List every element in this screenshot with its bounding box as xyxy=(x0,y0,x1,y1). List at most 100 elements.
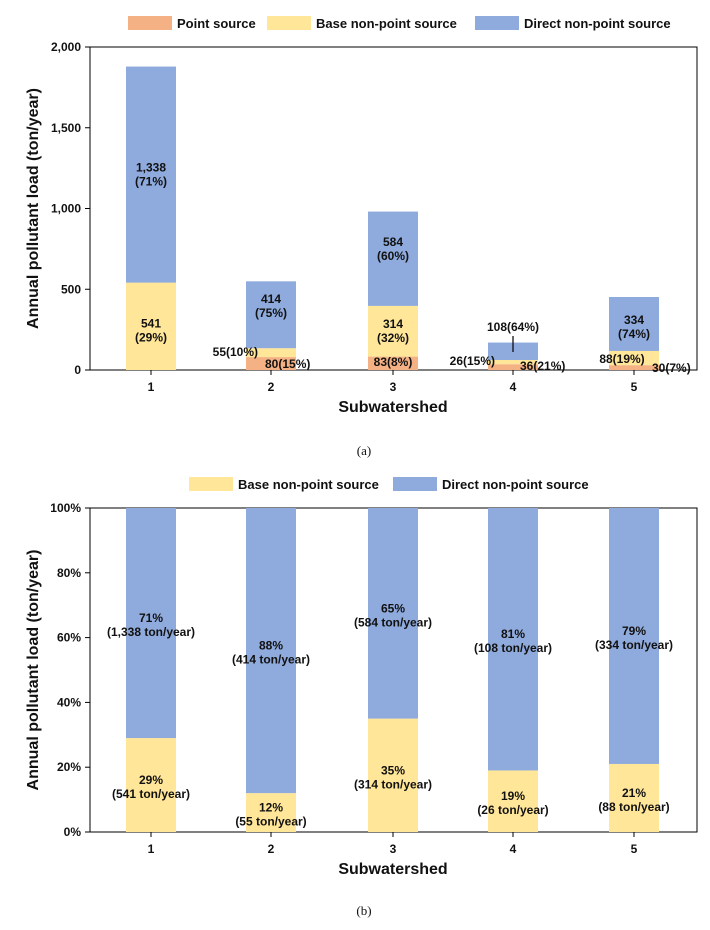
data-label-base: (55 ton/year) xyxy=(235,815,306,829)
legend-a: Point source Base non-point source Direct … xyxy=(128,16,671,31)
data-label-direct: 71% xyxy=(139,611,163,625)
bar-base-nps xyxy=(368,305,418,357)
x-tick-label: 3 xyxy=(390,380,397,394)
data-label-direct: 414 xyxy=(261,292,281,306)
x-tick-label: 5 xyxy=(631,842,638,856)
data-label-base: (314 ton/year) xyxy=(354,777,432,791)
data-label-base: 29% xyxy=(139,773,163,787)
data-label-direct: (108 ton/year) xyxy=(474,641,552,655)
bar-base-nps xyxy=(126,738,176,832)
y-tick-label: 40% xyxy=(57,695,81,709)
bar-point-source xyxy=(368,356,418,370)
legend-label: Point source xyxy=(177,16,256,31)
y-tick-label: 1,500 xyxy=(51,121,81,135)
data-label-direct: 88% xyxy=(259,639,283,653)
data-label-direct: (584 ton/year) xyxy=(354,615,432,629)
legend-swatch xyxy=(475,16,519,30)
data-label-point: 30(7%) xyxy=(652,361,691,375)
bar-direct-nps xyxy=(488,508,538,771)
data-label-direct: 79% xyxy=(622,624,646,638)
data-label-base: 88(19%) xyxy=(599,352,644,366)
data-label-base: 26(15%) xyxy=(450,354,495,368)
x-axis-title: Subwatershed xyxy=(338,861,447,878)
y-tick-label: 0% xyxy=(64,825,82,839)
y-axis-title: Annual pollutant load (ton/year) xyxy=(25,550,42,791)
caption-a: (a) xyxy=(357,443,371,458)
legend-swatch xyxy=(189,477,233,491)
caption-b: (b) xyxy=(356,903,371,918)
data-label-direct: (60%) xyxy=(377,249,409,263)
bar-point-source xyxy=(246,357,296,370)
y-tick-label: 500 xyxy=(61,282,81,296)
data-label-direct: 81% xyxy=(501,627,525,641)
bar-direct-nps xyxy=(609,297,659,351)
bar-point-source xyxy=(609,365,659,370)
data-label-direct: (75%) xyxy=(255,306,287,320)
y-axis-title: Annual pollutant load (ton/year) xyxy=(25,88,42,329)
legend-label: Base non-point source xyxy=(316,16,457,31)
data-label-direct: 108(64%) xyxy=(487,320,539,334)
data-label-base: 35% xyxy=(381,763,405,777)
bar-base-nps xyxy=(609,763,659,832)
bar-base-nps xyxy=(246,793,296,832)
data-label-direct: (71%) xyxy=(135,175,167,189)
x-tick-label: 4 xyxy=(510,380,517,394)
bar-direct-nps xyxy=(126,66,176,283)
chart-a: Point source Base non-point source Direct … xyxy=(25,16,698,458)
x-tick-label: 3 xyxy=(390,842,397,856)
data-label-point: 83(8%) xyxy=(374,355,413,369)
x-tick-label: 1 xyxy=(148,842,155,856)
data-label-base: 21% xyxy=(622,786,646,800)
data-label-direct: 584 xyxy=(383,235,403,249)
data-label-base: 541 xyxy=(141,316,161,330)
y-tick-label: 0 xyxy=(74,363,81,377)
bar-base-nps xyxy=(488,770,538,832)
legend-swatch xyxy=(128,16,172,30)
data-label-base: (32%) xyxy=(377,331,409,345)
data-label-base: 314 xyxy=(383,317,403,331)
x-tick-label: 4 xyxy=(510,842,517,856)
bar-direct-nps xyxy=(126,508,176,739)
x-tick-label: 2 xyxy=(268,842,275,856)
bar-base-nps xyxy=(609,350,659,366)
data-label-base: (88 ton/year) xyxy=(598,800,669,814)
data-label-base: (29%) xyxy=(135,330,167,344)
data-label-base: 12% xyxy=(259,801,283,815)
bar-direct-nps xyxy=(609,508,659,764)
bar-base-nps xyxy=(126,282,176,370)
bar-base-nps xyxy=(246,348,296,358)
data-label-direct: 1,338 xyxy=(136,161,166,175)
y-tick-label: 1,000 xyxy=(51,202,81,216)
data-label-point: 36(21%) xyxy=(520,359,565,373)
x-tick-label: 1 xyxy=(148,380,155,394)
legend-b: Base non-point source Direct non-point so… xyxy=(189,477,589,492)
legend-swatch xyxy=(393,477,437,491)
bar-direct-nps xyxy=(368,211,418,306)
legend-label: Base non-point source xyxy=(238,477,379,492)
chart-b: Base non-point source Direct non-point so… xyxy=(25,477,698,918)
y-tick-label: 100% xyxy=(50,501,81,515)
data-label-direct: (74%) xyxy=(618,327,650,341)
y-tick-label: 20% xyxy=(57,760,81,774)
legend-swatch xyxy=(267,16,311,30)
bar-base-nps xyxy=(488,359,538,365)
data-label-direct: 334 xyxy=(624,313,644,327)
data-label-base: (26 ton/year) xyxy=(477,803,548,817)
x-tick-label: 2 xyxy=(268,380,275,394)
data-label-point: 80(15%) xyxy=(265,357,310,371)
bar-direct-nps xyxy=(246,508,296,794)
bar-direct-nps xyxy=(368,508,418,719)
data-label-direct: (1,338 ton/year) xyxy=(107,625,195,639)
x-axis-title: Subwatershed xyxy=(338,399,447,416)
bar-direct-nps xyxy=(246,281,296,349)
x-tick-label: 5 xyxy=(631,380,638,394)
data-label-base: (541 ton/year) xyxy=(112,787,190,801)
data-label-direct: (414 ton/year) xyxy=(232,653,310,667)
data-label-direct: 65% xyxy=(381,601,405,615)
data-label-direct: (334 ton/year) xyxy=(595,638,673,652)
data-label-base: 55(10%) xyxy=(213,345,258,359)
y-tick-label: 60% xyxy=(57,631,81,645)
legend-label: Direct non-point source xyxy=(524,16,671,31)
